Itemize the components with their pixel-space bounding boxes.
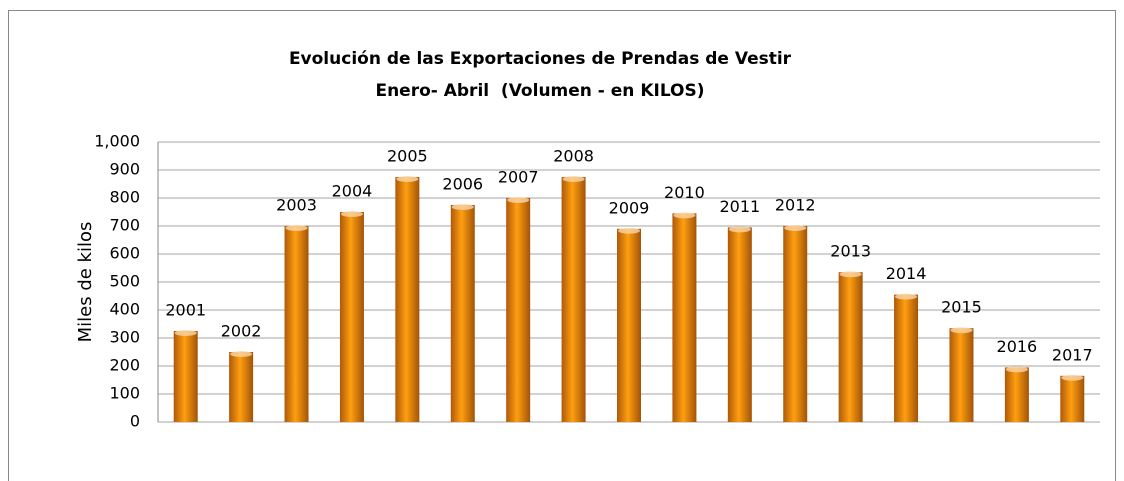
bar-label: 2009 <box>609 198 650 217</box>
bar-cap <box>230 351 253 357</box>
bar-cap <box>784 225 807 231</box>
bar-label: 2013 <box>830 242 871 261</box>
bar <box>339 212 364 422</box>
bar-label: 2008 <box>553 147 594 166</box>
bar <box>506 198 531 422</box>
bar <box>672 213 697 422</box>
bar-label: 2016 <box>997 337 1038 356</box>
bar-label: 2015 <box>941 298 982 317</box>
bar <box>838 272 863 422</box>
bar-cap <box>618 227 640 234</box>
bar <box>1060 375 1085 422</box>
y-tick-label: 1,000 <box>94 132 140 151</box>
bar-cap <box>950 327 973 334</box>
bar <box>617 228 641 422</box>
bar-cap <box>673 212 696 219</box>
bar-label: 2012 <box>775 196 816 215</box>
bar <box>561 177 586 422</box>
y-tick-label: 900 <box>109 160 140 179</box>
bar <box>949 328 974 422</box>
bar-cap <box>396 176 419 182</box>
bar-label: 2006 <box>442 175 483 194</box>
bar-label: 2003 <box>276 196 317 215</box>
bar <box>894 294 919 422</box>
y-tick-label: 200 <box>109 356 140 375</box>
y-tick-label: 700 <box>109 216 140 235</box>
bar-label: 2007 <box>498 168 539 187</box>
bar-cap <box>507 197 530 203</box>
bar <box>173 331 198 422</box>
bar <box>284 226 309 422</box>
bar-cap <box>895 293 918 300</box>
bar-cap <box>1061 374 1084 381</box>
y-tick-label: 600 <box>109 244 140 263</box>
chart-subtitle: Enero- Abril (Volumen - en KILOS) <box>375 81 704 101</box>
bar-cap <box>174 330 197 336</box>
bar <box>229 352 254 422</box>
bar-cap <box>451 204 474 210</box>
bar <box>783 226 808 422</box>
y-tick-label: 400 <box>109 300 140 319</box>
y-tick-label: 300 <box>109 328 140 347</box>
y-tick-label: 0 <box>130 412 140 431</box>
bar-label: 2010 <box>664 183 705 202</box>
chart-title: Evolución de las Exportaciones de Prenda… <box>289 49 792 69</box>
y-tick-label: 500 <box>109 272 140 291</box>
bar <box>727 227 752 422</box>
bar-label: 2002 <box>221 322 262 341</box>
bar-label: 2017 <box>1052 345 1093 364</box>
y-tick-label: 100 <box>109 384 140 403</box>
bar-cap <box>728 226 751 233</box>
y-axis-title: Miles de kilos <box>75 222 96 343</box>
bar-cap <box>1005 366 1028 373</box>
bar-label: 2014 <box>886 264 927 283</box>
y-tick-label: 800 <box>109 188 140 207</box>
bar-cap <box>839 271 862 278</box>
bar <box>450 205 475 422</box>
chart-frame <box>8 10 1116 481</box>
bar-label: 2001 <box>165 301 206 320</box>
bar-cap <box>562 176 585 182</box>
bar-label: 2005 <box>387 147 428 166</box>
bar <box>1004 367 1029 422</box>
bar-label: 2004 <box>332 182 373 201</box>
bar <box>395 177 420 422</box>
bar-cap <box>340 211 363 217</box>
bar-label: 2011 <box>719 197 760 216</box>
bar-cap <box>285 225 308 231</box>
